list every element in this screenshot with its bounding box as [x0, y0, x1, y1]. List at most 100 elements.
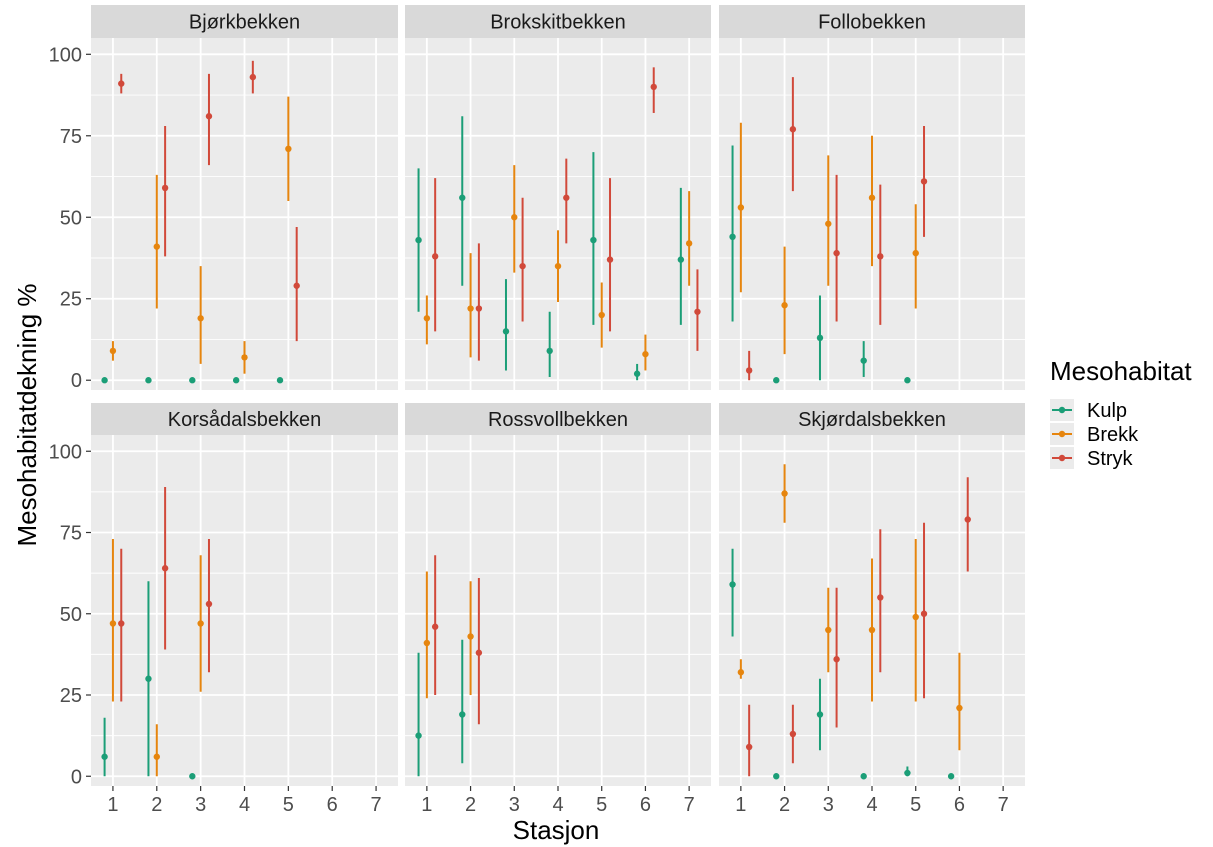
x-tick-label: 7 [998, 794, 1009, 816]
x-tick-label: 4 [866, 794, 877, 816]
series-brekk [109, 96, 292, 374]
data-point [161, 565, 169, 572]
legend-item-stryk: Stryk [1050, 447, 1134, 470]
series-kulp [101, 377, 284, 384]
data-point [633, 370, 641, 377]
data-point [467, 633, 474, 640]
series-stryk [431, 555, 483, 725]
facet-strip [405, 403, 711, 435]
series-kulp [729, 548, 955, 780]
facet-panel-rossvollbekken: Rossvollbekken [405, 403, 711, 786]
series-stryk [745, 77, 928, 381]
data-point [773, 773, 780, 780]
data-point [161, 184, 169, 192]
data-point [554, 262, 562, 270]
data-point [153, 243, 160, 250]
data-point [109, 347, 117, 355]
data-point [101, 753, 108, 760]
data-point [912, 249, 919, 257]
legend-label: Brekk [1087, 424, 1139, 446]
legend-key-point [1058, 406, 1066, 414]
y-tick-label: 100 [49, 441, 82, 463]
x-tick-label: 3 [509, 794, 520, 816]
x-tick-label: 6 [327, 794, 338, 816]
x-tick-label: 3 [823, 794, 834, 816]
data-point [546, 347, 553, 355]
data-point [773, 377, 780, 384]
data-point [860, 357, 867, 364]
y-tick-label: 75 [60, 126, 82, 148]
data-point [877, 253, 884, 260]
x-tick-label: 2 [779, 794, 790, 816]
data-point [118, 620, 125, 627]
data-point [606, 256, 614, 263]
y-tick-label: 50 [60, 207, 82, 229]
data-point [205, 113, 213, 120]
data-point [423, 315, 431, 322]
series-kulp [415, 639, 466, 777]
data-point [745, 743, 753, 751]
y-tick-label: 100 [49, 44, 82, 66]
y-tick-label: 25 [60, 685, 82, 707]
data-point [920, 178, 928, 185]
series-kulp [101, 581, 196, 780]
data-point [685, 240, 693, 247]
facet-strip [719, 5, 1025, 38]
data-point [789, 126, 797, 133]
series-kulp [729, 145, 911, 384]
data-point [415, 732, 422, 739]
data-point [729, 233, 736, 241]
facet-strip-label: Rossvollbekken [488, 409, 628, 431]
data-point [519, 262, 526, 270]
data-point [598, 311, 605, 319]
legend-label: Kulp [1087, 400, 1127, 422]
data-point [789, 730, 797, 738]
data-point [475, 649, 483, 656]
data-point [737, 669, 745, 676]
series-brekk [737, 464, 963, 751]
data-point [745, 367, 753, 374]
data-point [431, 623, 439, 630]
data-point [197, 315, 204, 322]
data-point [825, 626, 832, 634]
x-axis-title: Stasjon [513, 815, 600, 845]
data-point [118, 80, 125, 87]
facet-strip-label: Korsådalsbekken [168, 409, 321, 431]
data-point [511, 214, 518, 221]
series-brekk [109, 539, 204, 777]
data-point [956, 704, 963, 712]
data-point [590, 236, 597, 244]
y-tick-label: 25 [60, 289, 82, 311]
facet-strip-label: Skjørdalsbekken [798, 409, 946, 431]
data-point [189, 773, 196, 780]
series-stryk [745, 477, 971, 777]
legend-item-kulp: Kulp [1050, 399, 1127, 422]
facet-panel-brokskitbekken: Brokskitbekken [405, 5, 711, 390]
axes: 0 25 50 75 100 1 2 3 4 5 6 7 0 25 50 75 100 1 2 3 4 5 6 7 1 2 3 4 5 6… [49, 44, 1009, 816]
data-point [868, 194, 876, 201]
facet-panel-korsadalsbekken: Korsådalsbekken [91, 403, 398, 786]
facet-panels: Bjørkbekken Brokskitbekken Follobekken Kors… [91, 5, 1025, 786]
data-point [101, 377, 108, 384]
x-tick-label: 4 [239, 794, 250, 816]
data-point [189, 377, 196, 384]
data-point [964, 516, 971, 523]
data-point [737, 204, 745, 211]
data-point [109, 620, 117, 627]
y-axis-title: Mesohabitatdekning % [12, 283, 42, 546]
data-point [205, 600, 213, 608]
data-point [475, 305, 483, 312]
facet-panel-skjordalsbekken: Skjørdalsbekken [719, 403, 1025, 786]
x-tick-label: 7 [684, 794, 695, 816]
facet-panel-follobekken: Follobekken [719, 5, 1025, 390]
y-tick-label: 0 [71, 370, 82, 392]
data-point [781, 302, 788, 309]
x-tick-label: 2 [151, 794, 162, 816]
legend-item-brekk: Brekk [1050, 423, 1139, 446]
x-tick-label: 3 [195, 794, 206, 816]
data-point [650, 83, 657, 91]
data-point [816, 711, 824, 718]
facet-strip-label: Bjørkbekken [189, 12, 300, 34]
